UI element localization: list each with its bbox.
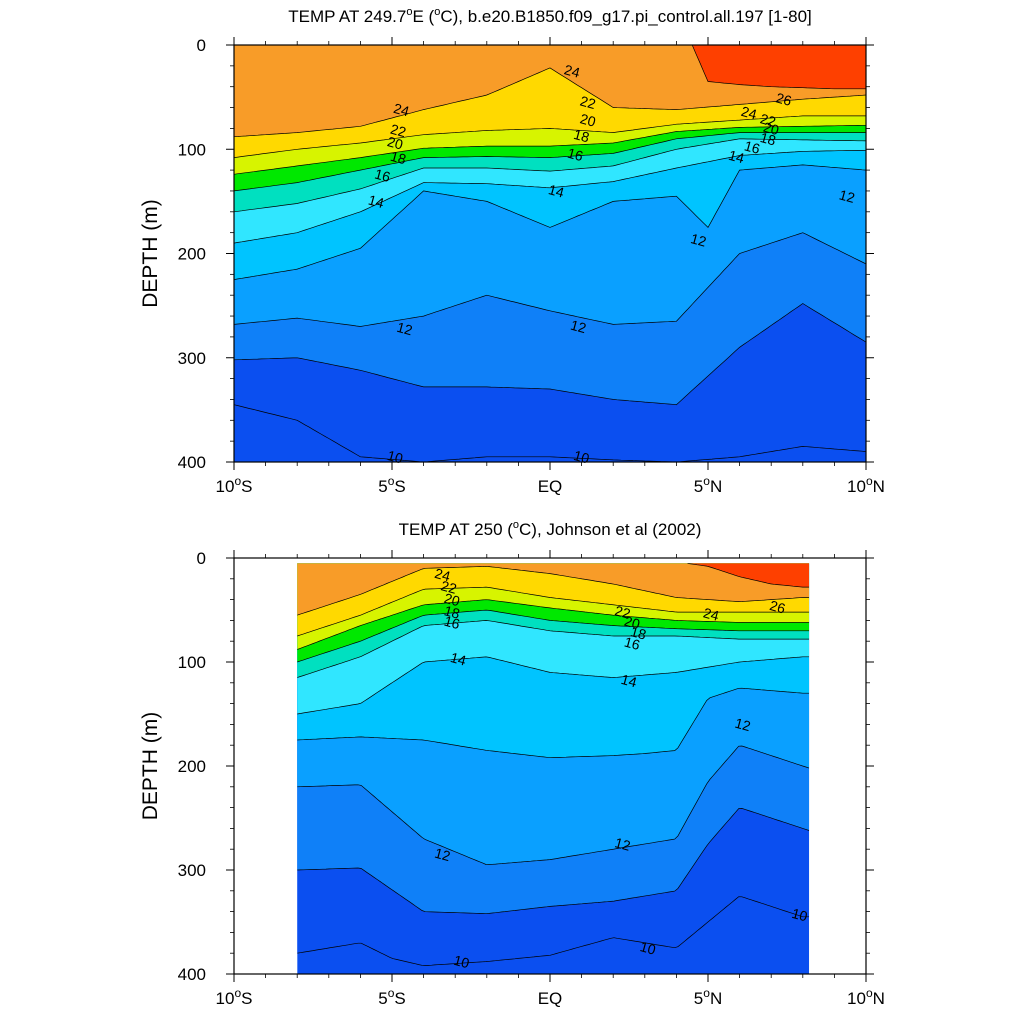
contour-label: 12: [569, 317, 588, 337]
temp-band-26: [687, 563, 810, 588]
contour-label: 18: [572, 126, 591, 146]
contour-label: 22: [758, 110, 777, 130]
isotherm-22: [234, 115, 866, 158]
contour-fills: [297, 563, 810, 974]
isotherm-10: [234, 404, 866, 462]
contour-label: 24: [563, 61, 582, 81]
isotherm-26: [691, 45, 866, 90]
contour-label: 22: [439, 577, 458, 597]
y-tick-label: 400: [178, 965, 206, 984]
y-tick-label: 100: [178, 653, 206, 672]
x-tick-label: 5oN: [694, 986, 722, 1008]
isotherm-13: [234, 164, 866, 280]
y-tick-label: 200: [178, 245, 206, 264]
contour-label: 22: [578, 93, 597, 113]
isotherm-12: [297, 745, 810, 865]
x-tick-label: 5oN: [694, 474, 722, 496]
isotherm-22: [297, 586, 810, 637]
y-tick-label: 0: [197, 36, 206, 55]
contour-label: 20: [762, 119, 781, 139]
isotherm-24: [297, 565, 810, 616]
contour-label: 20: [578, 110, 597, 130]
contour-label: 26: [774, 89, 793, 109]
contour-label: 12: [733, 715, 752, 735]
x-tick-label: 10oS: [216, 474, 253, 496]
contour-label: 14: [727, 147, 746, 167]
contour-label: 10: [790, 905, 809, 925]
isotherm-20: [297, 599, 810, 650]
isotherm-11: [297, 808, 810, 915]
contour-label: 12: [837, 186, 856, 206]
isotherm-14: [234, 149, 866, 244]
contour-label: 12: [689, 230, 708, 250]
contour-fills: [234, 45, 866, 462]
isotherm-13: [297, 687, 810, 759]
contour-label: 12: [395, 319, 414, 339]
contour-label: 12: [433, 845, 452, 865]
contour-label: 10: [386, 447, 405, 467]
isotherm-16: [297, 620, 810, 678]
contour-label: 18: [442, 602, 461, 622]
contour-label: 20: [623, 613, 642, 633]
y-tick-label: 200: [178, 757, 206, 776]
contour-label: 24: [433, 565, 452, 585]
x-tick-label: 5oS: [378, 474, 406, 496]
contour-label: 24: [392, 100, 411, 120]
contour-label: 22: [613, 602, 632, 622]
temp-band-24: [297, 563, 810, 616]
x-tick-label: 10oN: [847, 474, 885, 496]
contour-label: 14: [547, 181, 566, 201]
contour-label: 20: [386, 133, 405, 153]
x-tick-label: 10oS: [216, 986, 253, 1008]
contour-label: 16: [623, 634, 642, 654]
contour-label: 18: [629, 623, 648, 643]
isotherm-16: [234, 138, 866, 213]
isotherm-11: [234, 303, 866, 406]
isotherm-18: [297, 609, 810, 663]
contour-label: 16: [566, 145, 585, 165]
y-tick-label: 300: [178, 861, 206, 880]
contour-label: 24: [739, 103, 758, 123]
isotherm-18: [234, 132, 866, 192]
contour-label: 16: [373, 166, 392, 186]
contour-label: 26: [768, 597, 787, 617]
contour-label: 22: [389, 121, 408, 141]
y-tick-label: 400: [178, 453, 206, 472]
x-tick-label: EQ: [538, 477, 563, 496]
contour-label: 24: [702, 604, 721, 624]
isotherm-14: [297, 656, 810, 715]
isotherm-lines: [297, 563, 810, 966]
panel-title: TEMP AT 249.7oE (oC), b.e20.B1850.f09_g1…: [288, 6, 812, 26]
y-tick-label: 0: [197, 549, 206, 568]
contour-label: 10: [452, 952, 471, 972]
isotherm-10: [297, 896, 810, 966]
contour-label: 14: [619, 671, 638, 691]
x-tick-label: 10oN: [847, 986, 885, 1008]
y-tick-label: 100: [178, 140, 206, 159]
isotherm-lines: [234, 45, 866, 462]
y-tick-label: 300: [178, 349, 206, 368]
isotherm-12: [234, 232, 866, 327]
x-tick-label: 5oS: [378, 986, 406, 1008]
y-axis-title: DEPTH (m): [139, 712, 162, 821]
contour-label: 14: [367, 192, 386, 212]
contour-label: 16: [442, 613, 461, 633]
y-axis-title: DEPTH (m): [139, 199, 162, 308]
contour-label: 18: [758, 129, 777, 149]
contour-label: 20: [442, 590, 461, 610]
contour-label: 10: [638, 938, 657, 958]
contour-label: 16: [743, 137, 762, 157]
model-panel: 2422201816142422201816142426222018161412…: [139, 6, 885, 496]
isotherm-24: [234, 67, 866, 138]
x-tick-label: EQ: [538, 989, 563, 1008]
temp-band-26: [692, 45, 866, 89]
panel-title: TEMP AT 250 (oC), Johnson et al (2002): [399, 519, 702, 539]
isotherm-20: [234, 124, 866, 175]
contour-label: 14: [449, 649, 468, 669]
isotherm-26: [687, 563, 810, 588]
contour-label: 18: [389, 148, 408, 168]
contour-label: 12: [613, 834, 632, 854]
